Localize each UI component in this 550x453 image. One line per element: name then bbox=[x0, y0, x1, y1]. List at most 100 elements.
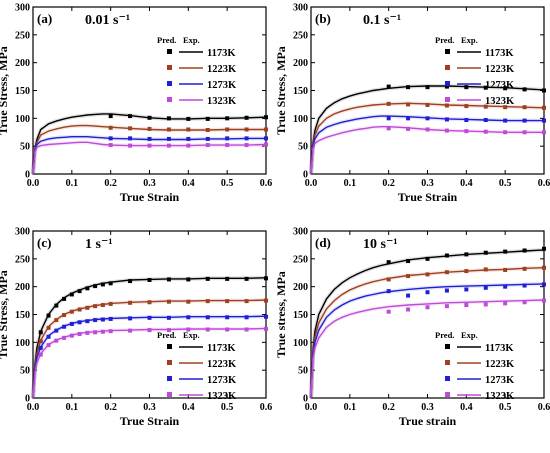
pred-line bbox=[310, 249, 545, 399]
y-axis-title: True stress, MPa bbox=[274, 271, 288, 358]
exp-point bbox=[205, 143, 210, 148]
exp-point bbox=[108, 316, 113, 321]
x-tick-label: 0.4 bbox=[182, 402, 195, 413]
exp-point bbox=[503, 284, 508, 289]
series-band bbox=[309, 124, 544, 175]
exp-point bbox=[444, 304, 449, 309]
exp-point bbox=[483, 285, 488, 290]
exp-point bbox=[244, 136, 249, 141]
exp-point bbox=[425, 290, 430, 295]
exp-point bbox=[542, 298, 546, 303]
exp-point bbox=[166, 299, 171, 304]
pred-line bbox=[310, 125, 544, 175]
exp-point bbox=[108, 329, 113, 334]
x-tick-label: 0.5 bbox=[221, 178, 234, 189]
exp-point bbox=[205, 299, 210, 304]
exp-point bbox=[386, 277, 391, 282]
series-1173K bbox=[309, 84, 546, 175]
exp-point bbox=[464, 118, 469, 123]
legend-marker bbox=[167, 97, 172, 102]
series-1323K bbox=[31, 326, 268, 399]
y-tick-label: 50 bbox=[20, 142, 30, 153]
legend-marker bbox=[167, 81, 172, 86]
exp-point bbox=[244, 127, 249, 132]
exp-point bbox=[386, 84, 391, 89]
exp-point bbox=[483, 104, 488, 109]
exp-point bbox=[93, 284, 98, 289]
exp-point bbox=[147, 277, 152, 282]
legend-marker bbox=[445, 376, 450, 381]
legend: Pred. Exp. 1173K 1223K 1273K 1323K bbox=[435, 330, 515, 402]
exp-point bbox=[100, 303, 105, 308]
exp-point bbox=[147, 126, 152, 131]
exp-point bbox=[386, 126, 391, 131]
exp-point bbox=[542, 282, 546, 287]
series-band bbox=[31, 123, 266, 175]
exp-point bbox=[244, 143, 249, 148]
y-tick-label: 200 bbox=[15, 58, 30, 69]
exp-point bbox=[85, 305, 90, 310]
y-tick-label: 200 bbox=[293, 58, 308, 69]
exp-point bbox=[425, 127, 430, 132]
x-tick-label: 0.3 bbox=[143, 402, 156, 413]
x-tick-label: 0.5 bbox=[221, 402, 234, 413]
exp-point bbox=[464, 287, 469, 292]
y-tick-label: 100 bbox=[15, 338, 30, 349]
exp-point bbox=[225, 276, 230, 281]
y-tick-label: 300 bbox=[293, 3, 308, 14]
exp-point bbox=[244, 315, 249, 320]
panel-label: (d) bbox=[315, 235, 331, 250]
exp-point bbox=[77, 331, 82, 336]
exp-point bbox=[166, 143, 171, 148]
exp-point bbox=[128, 300, 133, 305]
exp-point bbox=[225, 136, 230, 141]
exp-point bbox=[108, 143, 113, 148]
exp-point bbox=[186, 327, 191, 332]
series-1273K bbox=[309, 281, 546, 399]
pred-line bbox=[310, 115, 544, 175]
exp-point bbox=[54, 328, 59, 333]
series-1173K bbox=[31, 111, 268, 175]
y-tick-label: 300 bbox=[15, 3, 30, 14]
exp-point bbox=[38, 339, 43, 344]
exp-point bbox=[85, 330, 90, 335]
y-tick-label: 200 bbox=[293, 282, 308, 293]
exp-point bbox=[166, 277, 171, 282]
x-tick-label: 0.1 bbox=[344, 402, 357, 413]
exp-point bbox=[108, 114, 113, 119]
exp-point bbox=[483, 85, 488, 90]
exp-point bbox=[464, 269, 469, 274]
series-band bbox=[309, 114, 544, 175]
exp-point bbox=[93, 318, 98, 323]
exp-point bbox=[186, 143, 191, 148]
exp-point bbox=[464, 85, 469, 90]
x-axis-title: True Strain bbox=[120, 190, 180, 204]
pred-line bbox=[310, 267, 545, 399]
exp-point bbox=[62, 296, 67, 301]
y-axis-title: True Stress, MPa bbox=[0, 270, 10, 359]
y-tick-label: 100 bbox=[293, 338, 308, 349]
exp-point bbox=[503, 130, 508, 135]
panel-label: (b) bbox=[315, 11, 331, 26]
series-1173K bbox=[309, 246, 546, 399]
exp-point bbox=[38, 345, 43, 350]
chart-panel-c: 0.0 0.1 0.2 0.3 0.4 0.5 0.6 0 50 100 150 200 250 300 T… bbox=[0, 227, 272, 429]
exp-point bbox=[406, 102, 411, 107]
exp-point bbox=[444, 128, 449, 133]
exp-point bbox=[108, 281, 113, 286]
exp-point bbox=[406, 293, 411, 298]
exp-point bbox=[522, 300, 527, 305]
exp-point bbox=[128, 114, 133, 119]
x-tick-label: 0.0 bbox=[305, 402, 318, 413]
exp-point bbox=[244, 276, 249, 281]
x-tick-label: 0.0 bbox=[27, 178, 40, 189]
chart-panel-b: 0.0 0.1 0.2 0.3 0.4 0.5 0.6 0 50 100 150 200 250 300 T… bbox=[274, 3, 550, 205]
x-tick-label: 0.4 bbox=[460, 402, 473, 413]
y-tick-label: 150 bbox=[15, 310, 30, 321]
exp-point bbox=[406, 116, 411, 121]
exp-point bbox=[186, 299, 191, 304]
exp-point bbox=[425, 305, 430, 310]
legend-marker bbox=[445, 360, 450, 365]
legend-header-pred: Pred. bbox=[157, 330, 176, 340]
exp-point bbox=[444, 84, 449, 89]
